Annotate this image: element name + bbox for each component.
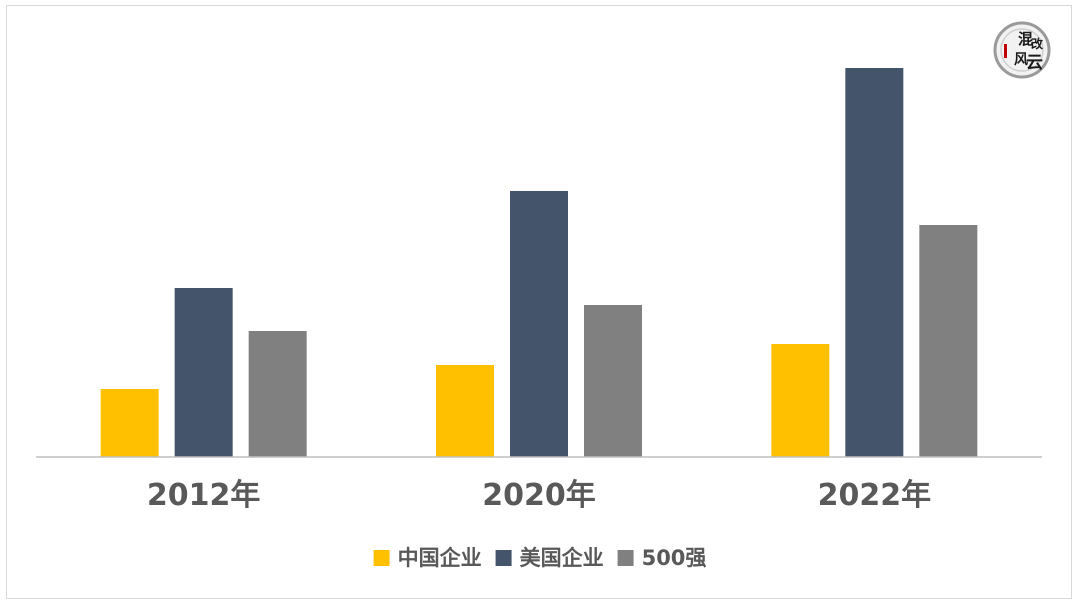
logo-char-2: 改 [1031, 36, 1044, 51]
logo-inner-ring [1000, 28, 1044, 72]
bar-1-2 [174, 288, 233, 457]
legend-label-2: 美国企业 [520, 546, 604, 570]
legend-swatch-1 [373, 550, 390, 566]
bar-3-1 [771, 344, 830, 457]
bars-group [100, 68, 978, 457]
category-label: 2022年 [818, 478, 932, 513]
bar-3-2 [845, 68, 904, 457]
bar-2-3 [584, 305, 642, 457]
logo-seal: 混 改 风 云 [993, 21, 1051, 79]
logo-char-4: 云 [1026, 53, 1043, 73]
bar-1-1 [100, 389, 159, 457]
legend: 中国企业 美国企业 500强 [373, 546, 707, 570]
logo-ring [993, 21, 1051, 79]
logo-red-stamp [1004, 44, 1007, 58]
category-label: 2012年 [147, 478, 261, 513]
bar-1-3 [248, 331, 307, 457]
category-label: 2020年 [482, 478, 596, 513]
logo-char-1: 混 [1018, 30, 1033, 48]
bar-3-3 [919, 225, 978, 457]
legend-swatch-3 [617, 550, 634, 566]
legend-swatch-2 [495, 550, 512, 566]
legend-label-1: 中国企业 [398, 546, 482, 570]
bar-2-2 [510, 191, 568, 457]
category-labels: 2012年 2020年 2022年 [147, 478, 931, 513]
logo-char-3: 风 [1014, 52, 1028, 68]
legend-label-3: 500强 [642, 546, 707, 570]
bar-2-1 [436, 365, 494, 457]
